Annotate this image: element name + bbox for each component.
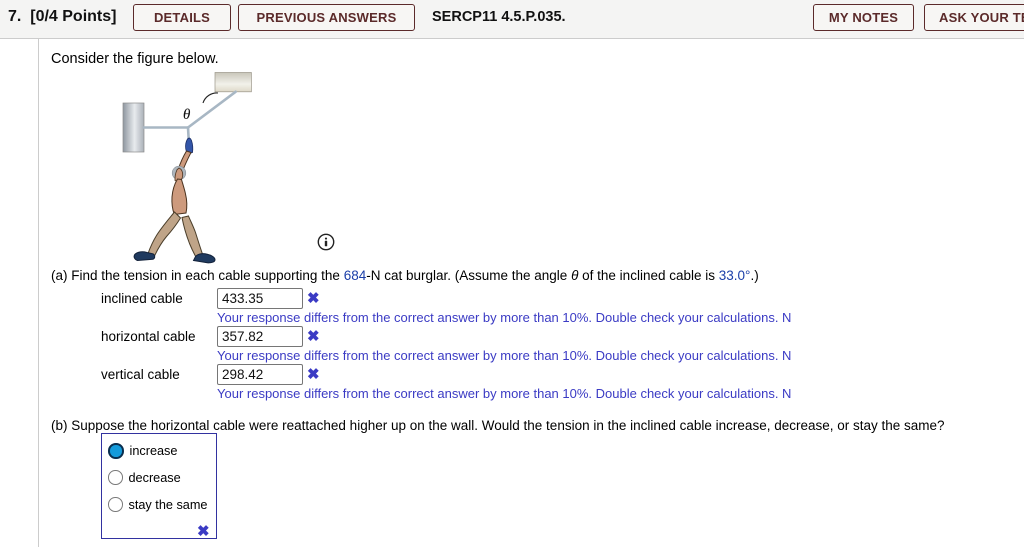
svg-text:θ: θ: [183, 107, 191, 123]
